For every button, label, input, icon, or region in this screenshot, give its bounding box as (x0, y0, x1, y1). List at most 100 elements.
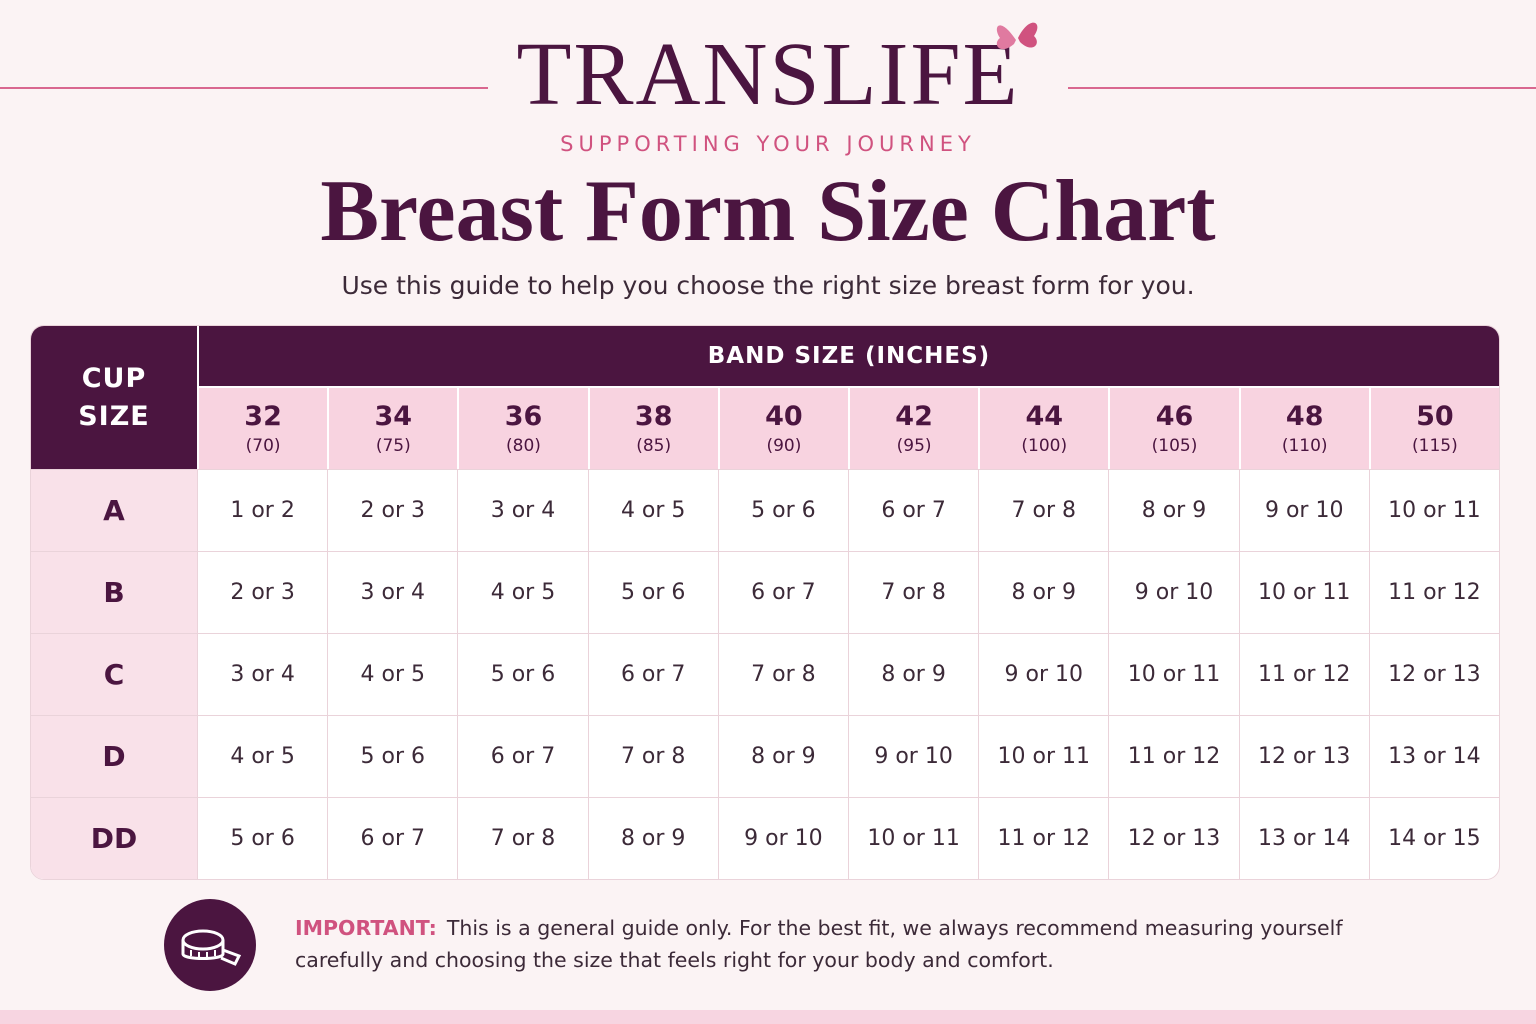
header-rule (1068, 87, 1536, 89)
cup-size: A (31, 469, 197, 551)
band-size: 42 (895, 401, 933, 432)
form-size: 5 or 6 (327, 715, 458, 797)
form-size: 9 or 10 (978, 633, 1109, 715)
form-size: 1 or 2 (197, 469, 328, 551)
form-size: 11 or 12 (1238, 633, 1369, 715)
note-label: IMPORTANT: (295, 916, 437, 940)
form-size: 8 or 9 (978, 551, 1109, 633)
band-size: 46 (1155, 401, 1194, 432)
band-metric: (110) (1281, 436, 1328, 456)
band-header: 42 (95) (847, 386, 979, 469)
band-size: 44 (1025, 401, 1064, 432)
form-size: 13 or 14 (1368, 715, 1499, 797)
band-size: 48 (1285, 401, 1324, 432)
brand: TRANSLIFE (516, 25, 1020, 124)
form-size: 8 or 9 (847, 633, 979, 715)
form-size: 3 or 4 (197, 633, 328, 715)
form-size: 7 or 8 (717, 633, 848, 715)
band-header: 36 (80) (457, 386, 588, 469)
subtitle: Use this guide to help you choose the ri… (341, 271, 1195, 300)
important-note: IMPORTANT: This is a general guide only. … (295, 912, 1355, 976)
form-size: 9 or 10 (717, 797, 848, 879)
form-size: 11 or 12 (1368, 551, 1499, 633)
form-size: 10 or 11 (1238, 551, 1369, 633)
form-size: 14 or 15 (1368, 797, 1499, 879)
band-size: 50 (1416, 401, 1454, 432)
form-size: 5 or 6 (587, 551, 718, 633)
form-size: 12 or 13 (1238, 715, 1369, 797)
cup-size: D (31, 715, 197, 797)
butterfly-icon (996, 22, 1038, 50)
band-header: 46 (105) (1108, 386, 1239, 469)
band-size: 32 (244, 401, 282, 432)
form-size: 3 or 4 (457, 469, 588, 551)
form-size: 6 or 7 (327, 797, 458, 879)
form-size: 6 or 7 (717, 551, 848, 633)
form-size: 7 or 8 (978, 469, 1109, 551)
form-size: 5 or 6 (457, 633, 588, 715)
form-size: 10 or 11 (847, 797, 979, 879)
band-size: 36 (504, 401, 543, 432)
form-size: 6 or 7 (457, 715, 588, 797)
band-header: 34 (75) (327, 386, 458, 469)
band-metric: (80) (506, 436, 541, 456)
tape-measure-icon (164, 899, 256, 991)
note-text: This is a general guide only. For the be… (295, 916, 1343, 972)
form-size: 2 or 3 (197, 551, 328, 633)
form-size: 4 or 5 (587, 469, 718, 551)
band-metric: (85) (636, 436, 672, 456)
form-size: 5 or 6 (197, 797, 328, 879)
band-header: 32 (70) (197, 386, 328, 469)
band-metric: (105) (1151, 436, 1198, 456)
form-size: 7 or 8 (587, 715, 718, 797)
form-size: 2 or 3 (327, 469, 458, 551)
band-heading: BAND SIZE (INCHES) (197, 326, 1499, 386)
form-size: 9 or 10 (847, 715, 979, 797)
form-size: 8 or 9 (717, 715, 848, 797)
form-size: 6 or 7 (587, 633, 718, 715)
form-size: 9 or 10 (1238, 469, 1369, 551)
form-size: 7 or 8 (847, 551, 979, 633)
form-size: 9 or 10 (1108, 551, 1239, 633)
bottom-stripe (0, 1010, 1536, 1024)
form-size: 3 or 4 (327, 551, 458, 633)
form-size: 10 or 11 (1368, 469, 1499, 551)
band-size: 40 (765, 401, 803, 432)
form-size: 11 or 12 (978, 797, 1109, 879)
form-size: 10 or 11 (1108, 633, 1239, 715)
corner-header: CUP SIZE (31, 326, 197, 469)
form-size: 12 or 13 (1368, 633, 1499, 715)
form-size: 11 or 12 (1108, 715, 1239, 797)
form-size: 10 or 11 (978, 715, 1109, 797)
tagline: SUPPORTING YOUR JOURNEY (560, 132, 976, 156)
form-size: 4 or 5 (197, 715, 328, 797)
cup-size: DD (31, 797, 197, 879)
form-size: 12 or 13 (1108, 797, 1239, 879)
cup-size: C (31, 633, 197, 715)
band-header: 50 (115) (1368, 386, 1499, 469)
band-metric: (90) (766, 436, 802, 456)
band-header: 48 (110) (1238, 386, 1369, 469)
form-size: 4 or 5 (457, 551, 588, 633)
band-header: 40 (90) (717, 386, 848, 469)
cup-size: B (31, 551, 197, 633)
form-size: 4 or 5 (327, 633, 458, 715)
band-metric: (100) (1021, 436, 1068, 456)
band-metric: (75) (375, 436, 411, 456)
form-size: 6 or 7 (847, 469, 979, 551)
band-metric: (95) (896, 436, 932, 456)
size-table: CUP SIZE BAND SIZE (INCHES) 32 (70) 34 (75)… (30, 325, 1500, 880)
header-rule (0, 87, 488, 89)
form-size: 8 or 9 (1108, 469, 1239, 551)
band-size: 34 (374, 401, 413, 432)
band-metric: (115) (1412, 436, 1458, 456)
form-size: 8 or 9 (587, 797, 718, 879)
form-size: 13 or 14 (1238, 797, 1369, 879)
form-size: 5 or 6 (717, 469, 848, 551)
form-size: 7 or 8 (457, 797, 588, 879)
band-metric: (70) (245, 436, 281, 456)
band-size: 38 (634, 401, 673, 432)
band-header: 38 (85) (587, 386, 718, 469)
